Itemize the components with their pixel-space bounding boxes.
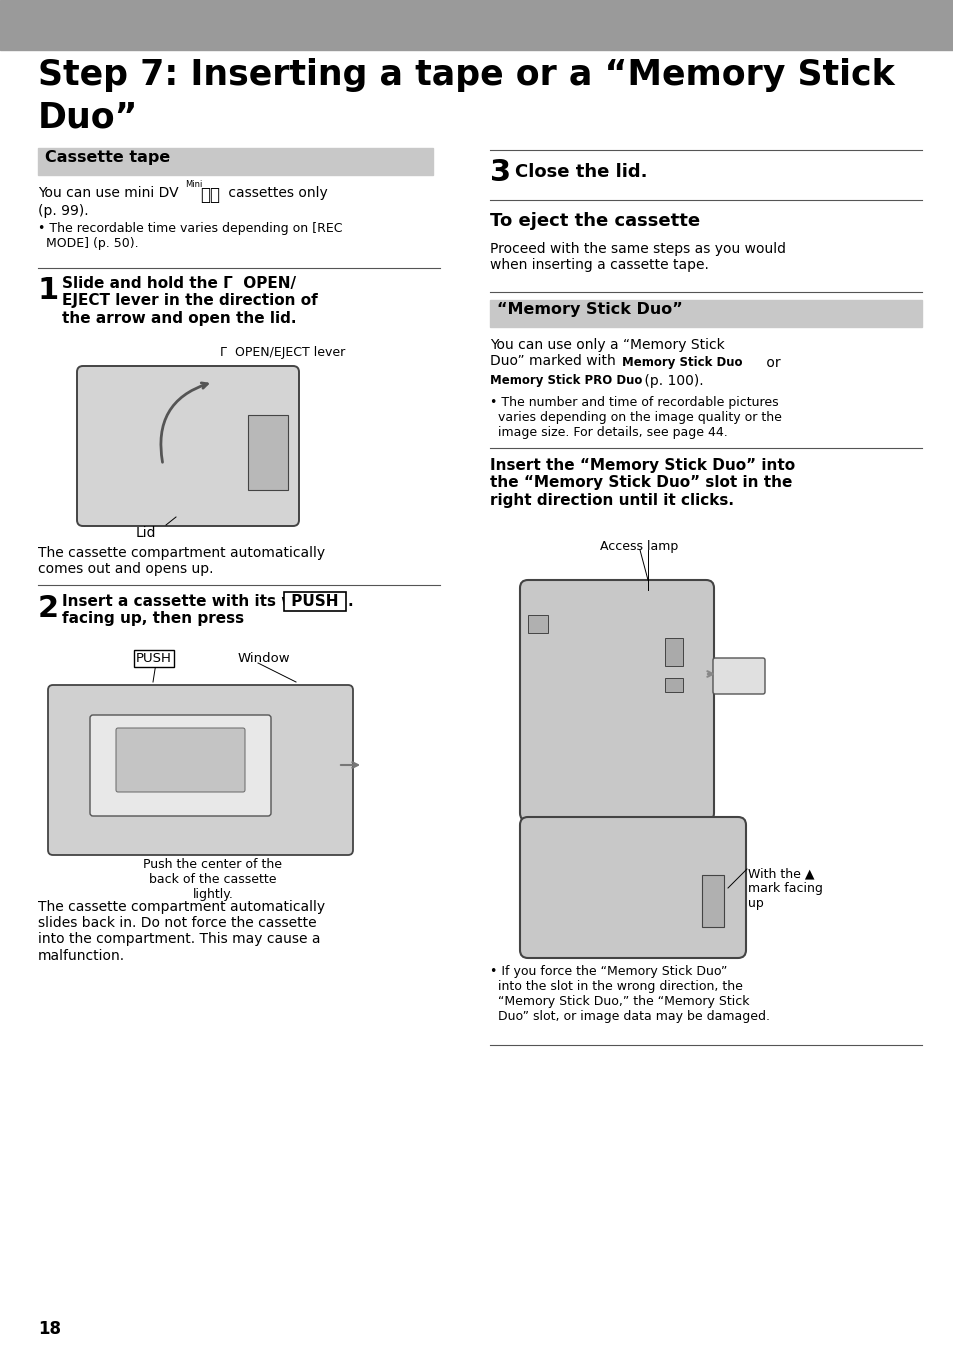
Text: • The recordable time varies depending on [REC
  MODE] (p. 50).: • The recordable time varies depending o… xyxy=(38,223,342,250)
Text: Cassette tape: Cassette tape xyxy=(45,151,170,166)
Text: Insert a cassette with its window
facing up, then press: Insert a cassette with its window facing… xyxy=(62,594,346,627)
Bar xyxy=(701,875,723,927)
Text: Step 7: Inserting a tape or a “Memory Stick: Step 7: Inserting a tape or a “Memory St… xyxy=(38,58,894,92)
Text: Close the lid.: Close the lid. xyxy=(515,163,647,180)
Text: .: . xyxy=(348,594,354,609)
Text: 3: 3 xyxy=(490,157,511,187)
Text: You can use mini DV: You can use mini DV xyxy=(38,186,183,199)
Text: You can use only a “Memory Stick
Duo” marked with: You can use only a “Memory Stick Duo” ma… xyxy=(490,338,724,368)
Text: Duo”: Duo” xyxy=(38,100,138,134)
Text: Memory Stick Duo: Memory Stick Duo xyxy=(621,356,741,369)
Text: Proceed with the same steps as you would
when inserting a cassette tape.: Proceed with the same steps as you would… xyxy=(490,242,785,273)
FancyBboxPatch shape xyxy=(519,817,745,958)
FancyBboxPatch shape xyxy=(116,727,245,792)
Bar xyxy=(664,638,682,666)
Text: (p. 99).: (p. 99). xyxy=(38,204,89,218)
Text: “Memory Stick Duo”: “Memory Stick Duo” xyxy=(497,303,682,318)
Text: (p. 100).: (p. 100). xyxy=(639,375,703,388)
Text: Memory Stick PRO Duo: Memory Stick PRO Duo xyxy=(490,375,641,387)
Text: or: or xyxy=(761,356,780,370)
Text: ⓓⓥ: ⓓⓥ xyxy=(200,186,220,204)
FancyBboxPatch shape xyxy=(90,715,271,816)
Text: Push the center of the
back of the cassette
lightly.: Push the center of the back of the casse… xyxy=(143,858,282,901)
Text: Window: Window xyxy=(237,651,291,665)
Text: Lid: Lid xyxy=(135,527,156,540)
Bar xyxy=(248,415,288,490)
Text: Access lamp: Access lamp xyxy=(599,540,678,554)
Bar xyxy=(0,0,953,50)
Bar xyxy=(527,615,547,632)
Text: PUSH: PUSH xyxy=(136,651,172,665)
Text: 2: 2 xyxy=(38,594,59,623)
Text: 18: 18 xyxy=(38,1320,61,1338)
Text: Insert the “Memory Stick Duo” into
the “Memory Stick Duo” slot in the
right dire: Insert the “Memory Stick Duo” into the “… xyxy=(490,459,794,508)
Text: Mini: Mini xyxy=(185,180,202,189)
Text: The cassette compartment automatically
comes out and opens up.: The cassette compartment automatically c… xyxy=(38,546,325,577)
Bar xyxy=(38,148,433,175)
Bar xyxy=(664,678,682,692)
Text: • If you force the “Memory Stick Duo”
  into the slot in the wrong direction, th: • If you force the “Memory Stick Duo” in… xyxy=(490,965,769,1023)
FancyBboxPatch shape xyxy=(77,366,298,527)
FancyBboxPatch shape xyxy=(48,685,353,855)
Text: cassettes only: cassettes only xyxy=(224,186,328,199)
Text: To eject the cassette: To eject the cassette xyxy=(490,212,700,229)
Text: • The number and time of recordable pictures
  varies depending on the image qua: • The number and time of recordable pict… xyxy=(490,396,781,440)
Text: Slide and hold the Γ  OPEN/
EJECT lever in the direction of
the arrow and open t: Slide and hold the Γ OPEN/ EJECT lever i… xyxy=(62,275,317,326)
Text: The cassette compartment automatically
slides back in. Do not force the cassette: The cassette compartment automatically s… xyxy=(38,900,325,962)
FancyBboxPatch shape xyxy=(519,579,713,821)
Bar xyxy=(490,300,921,327)
Text: PUSH: PUSH xyxy=(286,594,343,609)
FancyBboxPatch shape xyxy=(712,658,764,693)
Text: 1: 1 xyxy=(38,275,59,305)
Text: With the ▲
mark facing
up: With the ▲ mark facing up xyxy=(747,867,822,911)
Text: Γ  OPEN/EJECT lever: Γ OPEN/EJECT lever xyxy=(220,346,345,360)
